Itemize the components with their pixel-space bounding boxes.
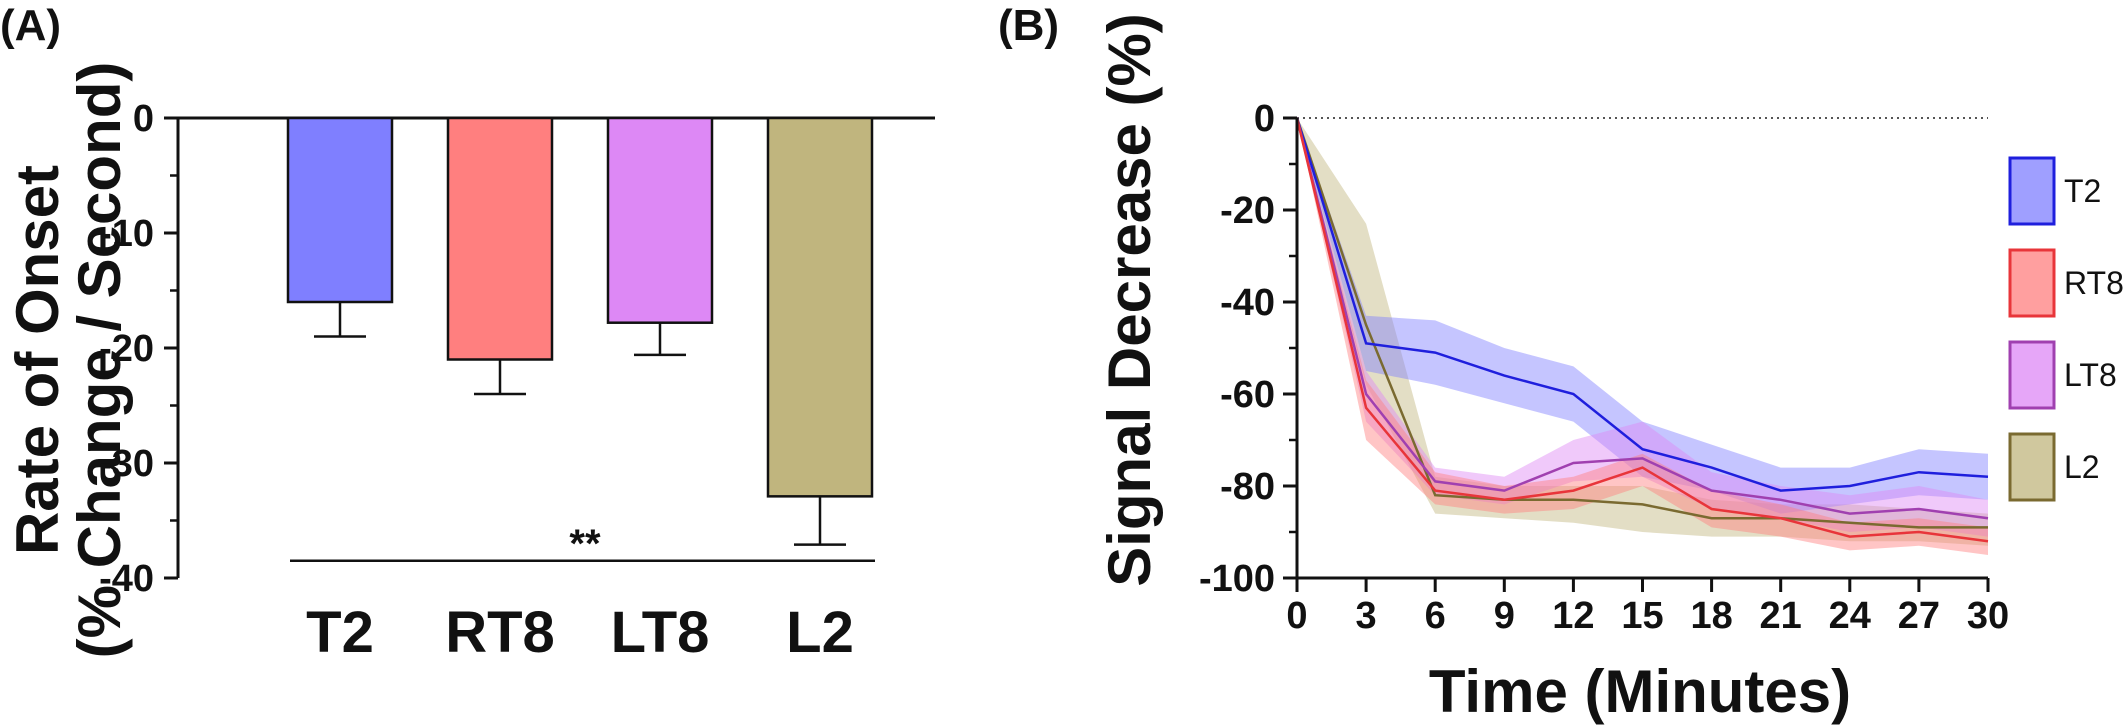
panel-a-ylabel-line1: Rate of Onset [4,165,71,555]
panel-b-xtick-label: 0 [1286,595,1307,637]
panel-b-xtick-label: 21 [1760,595,1802,637]
band-t2 [1297,118,1988,514]
panel-b-xlabel: Time (Minutes) [1429,658,1851,725]
legend-swatch-t2 [2008,156,2056,226]
panel-b-ytick-label: 0 [1254,98,1275,140]
panel-b-ytick-label: -100 [1199,558,1275,600]
panel-b-xtick-label: 15 [1621,595,1663,637]
line-rt8 [1295,117,1989,543]
category-label-l2: L2 [786,600,854,665]
category-label-rt8: RT8 [445,600,555,665]
panel-a-ytick-label: -10 [99,213,154,255]
panel-a-ylabel: Rate of Onset (% Change / Second) [4,62,133,659]
panel-b-legend: T2 RT8 LT8 L2 [2008,156,2124,502]
panel-a-ytick-label: 0 [133,98,154,140]
panel-b-ytick-label: -20 [1220,190,1275,232]
category-label-t2: T2 [306,600,374,665]
category-label-lt8: LT8 [611,600,710,665]
legend-label-t2: T2 [2064,173,2101,209]
bar-rt8 [446,116,554,361]
panel-b-xtick-label: 24 [1829,595,1871,637]
bar-l2 [766,116,874,498]
panel-b-xtick-label: 3 [1356,595,1377,637]
panel-a-ytick-label: -30 [99,443,154,485]
line-t2 [1295,117,1989,492]
panel-b-label: (B) [998,1,1059,50]
panel-b-ytick-label: -40 [1220,282,1275,324]
panel-b-ylabel: Signal Decrease (%) [1096,13,1163,587]
panel-b-line-chart: 0 -20 -40 -60 -80 -100 0 3 6 9 12 15 18 21 24 27 30 [1199,98,2009,637]
legend-swatch-lt8 [2008,340,2056,410]
panel-b-xtick-label: 6 [1425,595,1446,637]
panel-a-label: (A) [0,1,61,50]
band-lt8 [1297,118,1988,537]
panel-b-xtick-label: 30 [1967,595,2009,637]
panel-a-bar-chart: 0 -10 -20 -30 -40 T2 RT8 LT8 L2 ** [99,98,935,665]
legend-label-lt8: LT8 [2064,357,2117,393]
legend-label-rt8: RT8 [2064,265,2124,301]
panel-b-xtick-label: 9 [1494,595,1515,637]
legend-swatch-rt8 [2008,248,2056,318]
panel-b-ytick-label: -80 [1220,466,1275,508]
panel-a-ytick-label: -40 [99,558,154,600]
line-l2 [1295,117,1988,529]
panel-b-xtick-label: 18 [1690,595,1732,637]
panel-b-xtick-label: 27 [1898,595,1940,637]
panel-b-xtick-label: 12 [1552,595,1594,637]
line-lt8 [1295,117,1989,520]
panel-a-ylabel-line2: (% Change / Second) [66,62,133,659]
legend-swatch-l2 [2008,432,2056,502]
panel-b-ytick-label: -60 [1220,374,1275,416]
legend-label-l2: L2 [2064,449,2100,485]
bar-lt8 [606,116,714,324]
panel-a-ytick-label: -20 [99,328,154,370]
significance-marker: ** [569,522,601,566]
bar-t2 [286,116,394,304]
